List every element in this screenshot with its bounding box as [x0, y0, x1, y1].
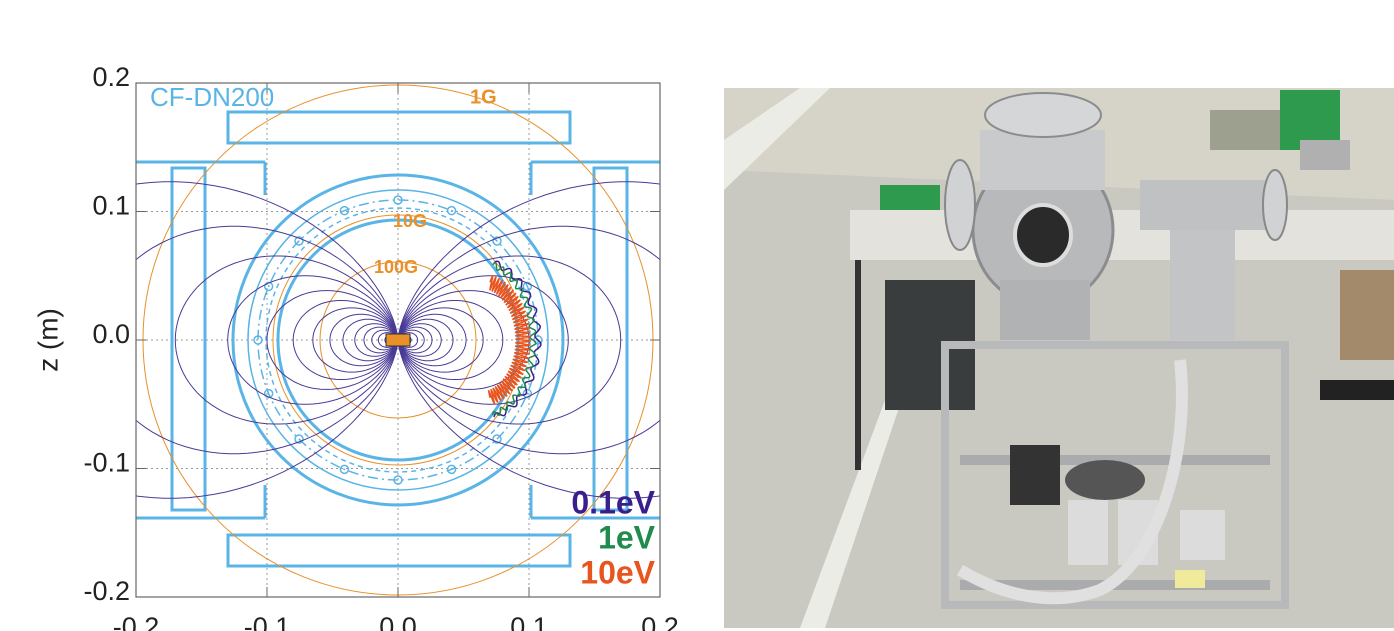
annotation: CF-DN200 [150, 82, 274, 112]
x-tick-label: 0.1 [510, 612, 548, 631]
legend-entry: 0.1eV [571, 484, 655, 520]
photo [724, 88, 1394, 628]
legend-entry: 1eV [598, 519, 656, 555]
y-tick-label: 0.1 [92, 191, 130, 221]
annotation: 100G [374, 257, 418, 277]
y-tick-label: -0.1 [83, 448, 130, 478]
x-tick-label: 0.2 [641, 612, 679, 631]
figure: -0.2 -0.1 0.0 0.1 0.2 -0.2 -0.1 0.0 0.1 0.2 z (m)… [0, 0, 1394, 631]
magnet [386, 334, 410, 346]
annotation: 1G [470, 86, 497, 108]
y-tick-label: 0.0 [92, 319, 130, 349]
annotation: 10G [393, 211, 427, 231]
x-tick-label: -0.2 [113, 612, 160, 631]
x-tick-label: -0.1 [244, 612, 291, 631]
y-tick-label: 0.2 [92, 62, 130, 92]
y-tick-label: -0.2 [83, 576, 130, 606]
legend-entry: 10eV [580, 554, 655, 590]
x-tick-label: 0.0 [379, 612, 417, 631]
y-axis-label: z (m) [32, 308, 63, 372]
